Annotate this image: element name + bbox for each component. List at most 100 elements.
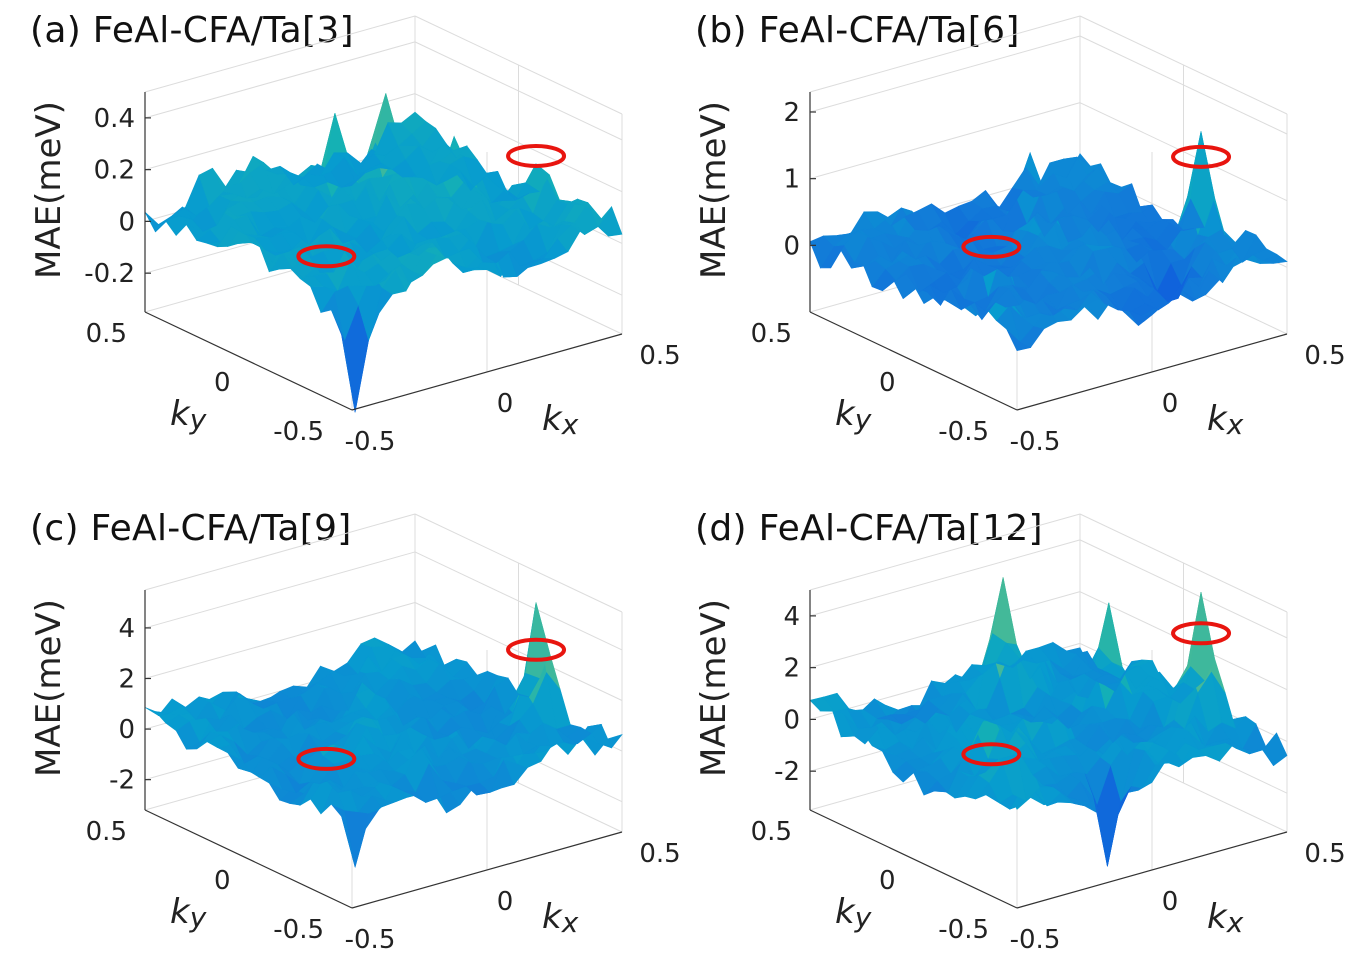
plot-element	[351, 333, 623, 411]
plot-element	[809, 809, 1018, 909]
panel-title: (d) FeAl-CFA/Ta[12]	[695, 508, 1043, 549]
x-axis-label: kx	[1207, 897, 1244, 939]
z-tick-label: -2	[109, 766, 135, 796]
surface-mesh	[144, 93, 623, 413]
plot-element: x	[1226, 906, 1244, 939]
plot-element	[809, 311, 1018, 411]
z-tick-label: -2	[774, 757, 800, 787]
z-tick-label: 0	[118, 715, 135, 745]
surface-mesh	[144, 602, 623, 869]
y-tick-label: 0	[214, 866, 231, 896]
x-tick-label: 0	[497, 887, 514, 917]
plot-element: y	[854, 403, 872, 436]
z-tick-label: 0	[118, 207, 135, 237]
surface-patch	[401, 111, 426, 134]
axes	[144, 92, 623, 411]
x-tick-label: 0.5	[639, 839, 680, 869]
surface-plot: 4 2 0 -2 -0.5 0 0.5 0.5 0 -0.5 MAE(meV) kx ky	[29, 513, 681, 955]
plot-element	[809, 35, 1081, 113]
plot-element: x	[561, 906, 579, 939]
x-axis-label: kx	[1207, 399, 1244, 441]
y-tick-label: 0.5	[751, 817, 792, 847]
surface-patch	[1262, 732, 1288, 767]
y-tick-label: -0.5	[273, 417, 324, 447]
z-tick-label: -0.2	[84, 259, 135, 289]
y-tick-label: 0	[879, 368, 896, 398]
plot-element	[809, 513, 1081, 591]
plot-element	[144, 311, 353, 411]
panel-c: (c) FeAl-CFA/Ta[9] 4 2 0 -2 -0.5 0 0.5 0.5 0 -0.5 M…	[0, 498, 685, 979]
plot-element	[144, 93, 416, 171]
plot-element: y	[189, 403, 207, 436]
plot-element: k	[835, 394, 856, 434]
panel-a: (a) FeAl-CFA/Ta[3] 0.4 0.2 0 -0.2 -0.5 0 0.5 0.5…	[0, 0, 685, 481]
z-axis-label: MAE(meV)	[694, 101, 734, 279]
z-tick-label: 2	[118, 665, 135, 695]
x-tick-label: -0.5	[1010, 925, 1061, 955]
surface-patch	[1065, 647, 1091, 669]
plot-element: x	[1226, 408, 1244, 441]
panel-b: (b) FeAl-CFA/Ta[6] 2 1 0 -0.5 0 0.5 0.5 0 -0.5 MAE…	[665, 0, 1350, 481]
plot-element	[1016, 831, 1288, 909]
panel-title: (b) FeAl-CFA/Ta[6]	[695, 10, 1020, 51]
y-tick-label: 0	[214, 368, 231, 398]
z-axis-label: MAE(meV)	[29, 599, 69, 777]
z-tick-label: 4	[783, 602, 800, 632]
plot-element	[809, 102, 1081, 180]
x-tick-label: 0	[1162, 887, 1179, 917]
z-tick-label: 0.2	[94, 156, 135, 186]
x-tick-label: -0.5	[345, 925, 396, 955]
plot-element: k	[542, 399, 563, 439]
y-tick-label: 0.5	[86, 319, 127, 349]
z-tick-label: 0	[783, 231, 800, 261]
y-axis-label: ky	[835, 892, 872, 934]
y-axis-label: ky	[170, 394, 207, 436]
plot-element	[144, 809, 353, 909]
y-axis-label: ky	[835, 394, 872, 436]
highlight-ellipse	[506, 637, 567, 662]
z-axis-label: MAE(meV)	[29, 101, 69, 279]
x-tick-label: -0.5	[345, 427, 396, 457]
plot-element	[809, 15, 1081, 93]
y-tick-label: 0.5	[86, 817, 127, 847]
surface-mesh	[809, 131, 1288, 352]
z-axis-label: MAE(meV)	[694, 599, 734, 777]
x-tick-label: 0	[497, 389, 514, 419]
surface-patch	[1066, 153, 1091, 178]
plot-element	[809, 591, 1081, 669]
plot-element: k	[542, 897, 563, 937]
highlight-ellipse	[296, 244, 357, 269]
y-tick-label: -0.5	[273, 915, 324, 945]
panel-title: (a) FeAl-CFA/Ta[3]	[30, 10, 354, 51]
z-tick-label: 1	[783, 165, 800, 195]
plot-element: k	[835, 892, 856, 932]
panel-title: (c) FeAl-CFA/Ta[9]	[30, 508, 352, 549]
highlight-ellipse	[296, 746, 357, 771]
y-tick-label: 0.5	[751, 319, 792, 349]
highlight-ellipse	[506, 143, 567, 168]
plot-element: k	[1207, 897, 1228, 937]
plot-element: x	[561, 408, 579, 441]
y-axis-label: ky	[170, 892, 207, 934]
axes	[809, 92, 1288, 411]
plot-element	[144, 41, 416, 119]
surface-mesh	[809, 577, 1288, 867]
highlight-ellipse	[961, 234, 1022, 259]
axes	[809, 590, 1288, 909]
plot-element: k	[1207, 399, 1228, 439]
x-tick-label: 0.5	[1304, 341, 1345, 371]
plot-element: y	[189, 901, 207, 934]
y-tick-label: -0.5	[938, 915, 989, 945]
x-tick-label: 0	[1162, 389, 1179, 419]
highlight-ellipse	[1171, 621, 1232, 646]
plot-element: k	[170, 394, 191, 434]
z-tick-label: 2	[783, 654, 800, 684]
highlight-ellipse	[1171, 144, 1232, 169]
z-tick-label: 4	[118, 614, 135, 644]
y-tick-label: -0.5	[938, 417, 989, 447]
highlight-ellipse	[961, 742, 1022, 767]
